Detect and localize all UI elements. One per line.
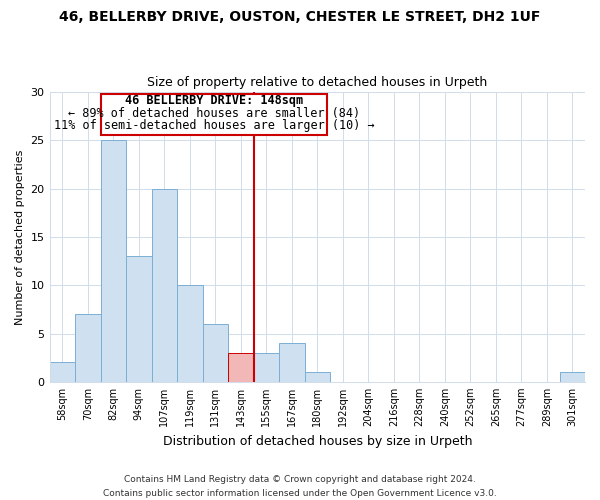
Text: 46, BELLERBY DRIVE, OUSTON, CHESTER LE STREET, DH2 1UF: 46, BELLERBY DRIVE, OUSTON, CHESTER LE S… <box>59 10 541 24</box>
Text: ← 89% of detached houses are smaller (84): ← 89% of detached houses are smaller (84… <box>68 107 360 120</box>
Bar <box>254 353 279 382</box>
Bar <box>305 372 330 382</box>
Text: 11% of semi-detached houses are larger (10) →: 11% of semi-detached houses are larger (… <box>53 120 374 132</box>
Bar <box>50 362 75 382</box>
Text: Contains HM Land Registry data © Crown copyright and database right 2024.
Contai: Contains HM Land Registry data © Crown c… <box>103 476 497 498</box>
Bar <box>228 353 254 382</box>
Bar <box>279 343 305 382</box>
X-axis label: Distribution of detached houses by size in Urpeth: Distribution of detached houses by size … <box>163 434 472 448</box>
Bar <box>177 285 203 382</box>
Bar <box>126 256 152 382</box>
Bar <box>203 324 228 382</box>
Y-axis label: Number of detached properties: Number of detached properties <box>15 149 25 324</box>
Bar <box>560 372 585 382</box>
Title: Size of property relative to detached houses in Urpeth: Size of property relative to detached ho… <box>147 76 487 90</box>
FancyBboxPatch shape <box>101 94 328 134</box>
Bar <box>75 314 101 382</box>
Bar <box>101 140 126 382</box>
Text: 46 BELLERBY DRIVE: 148sqm: 46 BELLERBY DRIVE: 148sqm <box>125 94 303 107</box>
Bar <box>152 188 177 382</box>
